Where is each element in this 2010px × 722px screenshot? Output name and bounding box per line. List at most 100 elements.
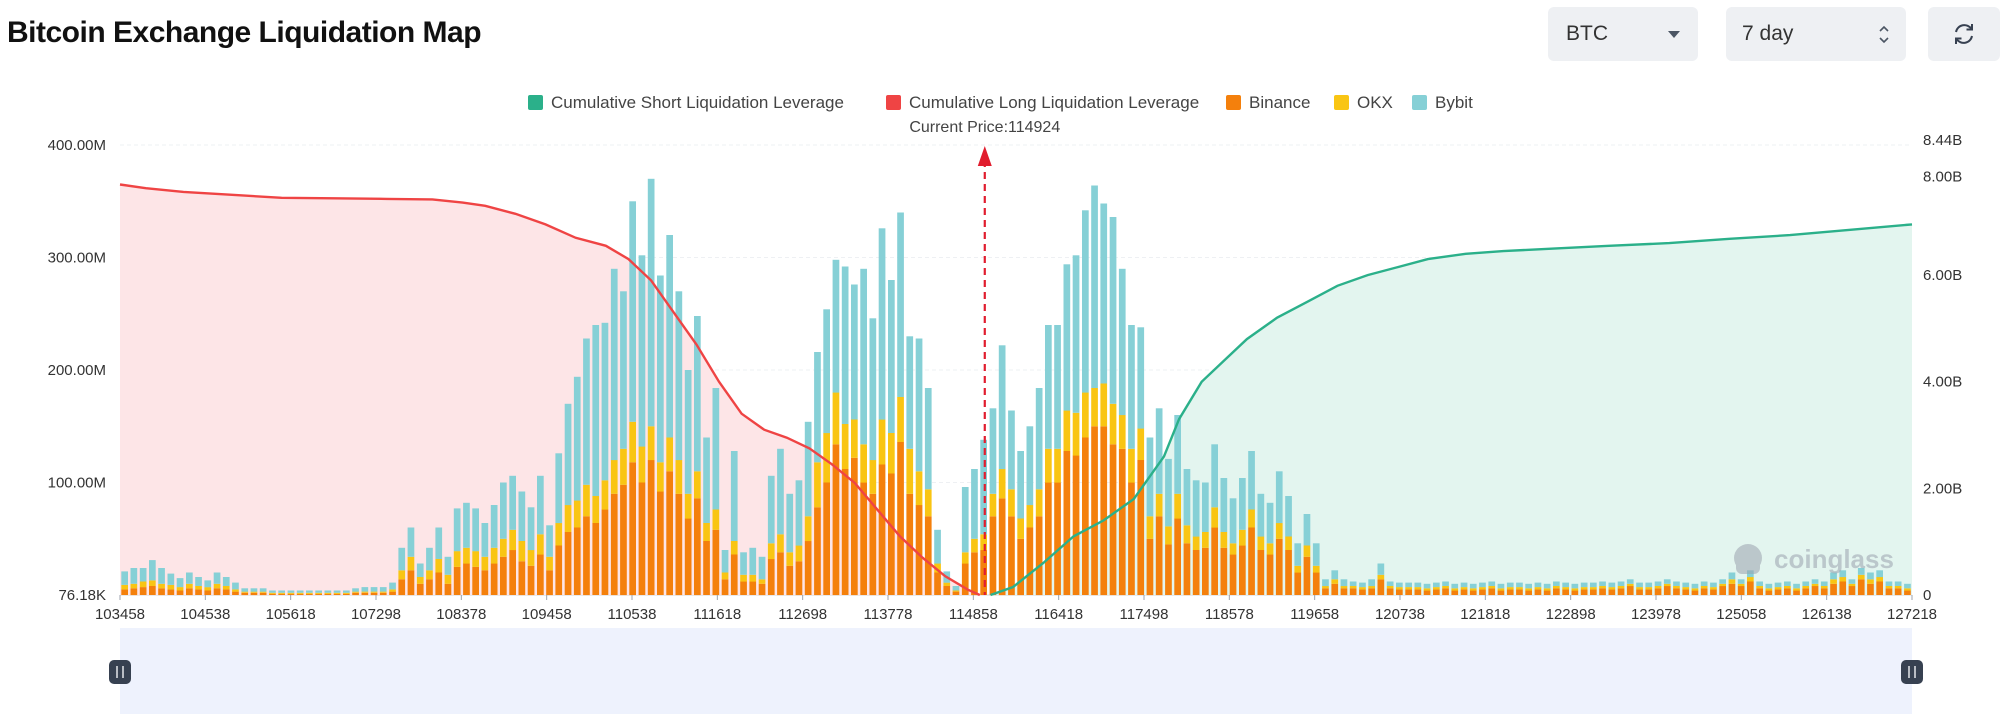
bar-bybit <box>176 578 184 588</box>
bar-binance <box>1636 589 1643 595</box>
bar-binance <box>1137 460 1145 595</box>
bar-bybit <box>971 469 978 539</box>
x-tick-label: 103458 <box>95 606 145 623</box>
bar-bybit <box>777 448 784 535</box>
up-down-chevron-icon <box>1878 25 1890 44</box>
bar-okx <box>952 590 960 592</box>
bar-binance <box>1109 444 1117 596</box>
bar-okx <box>1885 586 1893 589</box>
bar-okx <box>1054 448 1061 483</box>
bar-binance <box>980 550 987 595</box>
bar-okx <box>694 471 701 499</box>
range-handle-right[interactable] <box>1901 660 1923 684</box>
bar-okx <box>490 547 498 564</box>
bar-bybit <box>1525 583 1532 589</box>
bar-okx <box>1506 587 1514 590</box>
bar-okx <box>1802 586 1810 589</box>
refresh-button[interactable] <box>1928 7 2000 61</box>
bar-okx <box>1192 536 1200 550</box>
page-title: Bitcoin Exchange Liquidation Map <box>7 16 482 49</box>
bar-okx <box>1876 577 1883 582</box>
bar-okx <box>1479 587 1486 590</box>
bar-binance <box>315 593 322 595</box>
bar-binance <box>1553 588 1560 596</box>
bar-bybit <box>1072 255 1080 413</box>
bar-bybit <box>1820 581 1828 586</box>
bar-binance <box>518 561 526 596</box>
bar-bybit <box>1710 582 1717 588</box>
bar-binance <box>1876 581 1883 595</box>
bar-bybit <box>1368 579 1375 587</box>
asset-select[interactable]: BTC <box>1548 7 1698 61</box>
range-handle-left[interactable] <box>109 660 131 684</box>
bar-binance <box>1811 586 1819 595</box>
bar-bybit <box>804 421 812 517</box>
bar-bybit <box>1155 408 1163 494</box>
x-tick-label: 122898 <box>1546 606 1596 623</box>
bar-binance <box>1580 589 1588 595</box>
bar-okx <box>1516 587 1523 590</box>
bar-bybit <box>629 201 636 422</box>
bar-bybit <box>1008 410 1015 490</box>
bar-okx <box>1636 587 1643 590</box>
bar-okx <box>1017 518 1024 539</box>
bar-binance <box>1322 588 1329 596</box>
bar-okx <box>1386 586 1394 589</box>
bar-binance <box>749 581 757 595</box>
bar-bybit <box>1811 579 1819 584</box>
bar-okx <box>610 460 618 494</box>
bar-bybit <box>1571 583 1579 589</box>
bar-binance <box>1673 588 1680 596</box>
bar-okx <box>1174 493 1181 519</box>
bar-okx <box>333 592 341 594</box>
bar-bybit <box>1894 581 1902 586</box>
bar-okx <box>389 589 396 592</box>
period-select[interactable]: 7 day <box>1726 7 1906 61</box>
bar-okx <box>1571 588 1579 591</box>
x-tick-label: 126138 <box>1802 606 1852 623</box>
bar-okx <box>250 591 258 593</box>
bar-binance <box>823 482 830 595</box>
bar-okx <box>721 572 729 580</box>
bar-binance <box>1543 590 1551 595</box>
bar-binance <box>1091 426 1098 596</box>
bar-okx <box>1072 412 1080 456</box>
bar-bybit <box>1091 185 1098 388</box>
bar-binance <box>952 591 960 595</box>
bar-binance <box>1608 589 1616 595</box>
bar-okx <box>730 541 738 555</box>
bar-bybit <box>121 571 128 585</box>
bar-binance <box>1839 581 1847 595</box>
bar-okx <box>1820 586 1828 589</box>
bar-bybit <box>1451 583 1459 589</box>
bar-bybit <box>786 493 794 553</box>
bar-binance <box>601 509 609 595</box>
bar-okx <box>998 469 1006 499</box>
bar-binance <box>758 583 766 596</box>
bar-okx <box>213 583 221 589</box>
bar-bybit <box>583 338 590 485</box>
bar-binance <box>176 590 184 595</box>
bar-bybit <box>749 547 757 575</box>
bar-binance <box>1534 589 1542 595</box>
bar-okx <box>1460 587 1468 590</box>
bar-binance <box>1848 586 1856 595</box>
bar-okx <box>1848 583 1856 587</box>
bar-bybit <box>1617 581 1625 586</box>
x-tick-label: 112698 <box>778 606 827 623</box>
bar-bybit <box>1691 583 1699 589</box>
bar-binance <box>537 554 544 595</box>
bar-okx <box>555 523 563 546</box>
bar-bybit <box>1645 582 1653 588</box>
bar-okx <box>1377 574 1385 580</box>
x-tick-label: 113778 <box>864 606 913 623</box>
bar-binance <box>1820 588 1828 596</box>
bar-binance <box>1571 590 1579 595</box>
bar-okx <box>1497 588 1505 591</box>
bar-binance <box>306 593 313 595</box>
bar-bybit <box>315 590 322 593</box>
bar-okx <box>398 570 406 580</box>
bar-bybit <box>1396 582 1403 588</box>
bar-bybit <box>1737 579 1745 584</box>
bar-okx <box>1839 577 1847 582</box>
